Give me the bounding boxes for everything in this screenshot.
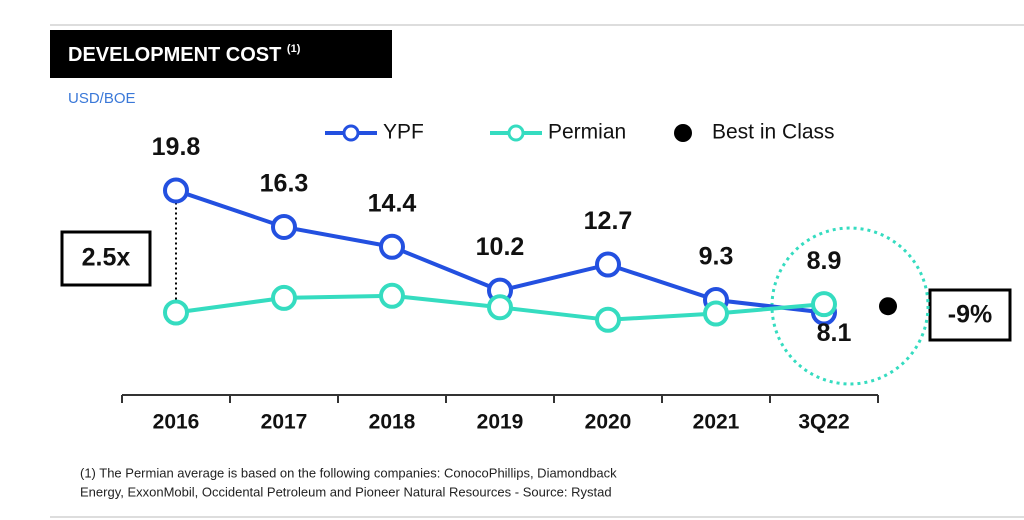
data-label: 12.7 bbox=[584, 207, 633, 235]
data-label: 8.1 bbox=[817, 319, 852, 347]
legend-label: Permian bbox=[548, 121, 626, 144]
x-tick-label: 2016 bbox=[153, 411, 200, 434]
data-label: 16.3 bbox=[260, 170, 309, 198]
point bbox=[595, 251, 621, 278]
footnote: (1) The Permian average is based on the … bbox=[80, 465, 617, 480]
point bbox=[271, 284, 297, 311]
x-tick-label: 2017 bbox=[261, 411, 308, 434]
legend-marker bbox=[507, 124, 525, 142]
legend-label: YPF bbox=[383, 121, 424, 144]
point bbox=[379, 233, 405, 260]
data-label: 14.4 bbox=[368, 189, 417, 217]
point bbox=[163, 299, 189, 326]
title-note: (1) bbox=[287, 43, 301, 55]
data-label: 19.8 bbox=[152, 133, 201, 161]
annotation: 2.5x bbox=[82, 244, 131, 272]
best-in-class-point bbox=[879, 297, 897, 316]
data-label: 8.9 bbox=[807, 247, 842, 275]
data-label: 10.2 bbox=[476, 233, 525, 261]
point bbox=[271, 213, 297, 240]
y-label: USD/BOE bbox=[68, 90, 136, 107]
title-text: DEVELOPMENT COST bbox=[68, 44, 281, 66]
point bbox=[703, 300, 729, 327]
highlight-circle bbox=[770, 226, 930, 386]
x-tick-label: 2018 bbox=[369, 411, 416, 434]
footnote: Energy, ExxonMobil, Occidental Petroleum… bbox=[80, 484, 612, 499]
x-tick-label: 3Q22 bbox=[798, 411, 849, 434]
x-tick-label: 2021 bbox=[693, 411, 740, 434]
x-tick-label: 2020 bbox=[585, 411, 632, 434]
title-box bbox=[50, 30, 392, 78]
point bbox=[487, 294, 513, 321]
data-label: 9.3 bbox=[699, 243, 734, 271]
annotation-box bbox=[60, 230, 152, 287]
point bbox=[595, 306, 621, 333]
point bbox=[163, 177, 189, 204]
x-tick-label: 2019 bbox=[477, 411, 524, 434]
point bbox=[379, 282, 405, 309]
legend-marker bbox=[342, 124, 360, 142]
annotation: -9% bbox=[948, 301, 992, 329]
annotation-box bbox=[928, 288, 1012, 342]
chart-title: DEVELOPMENT COST (1) bbox=[68, 43, 301, 66]
point bbox=[811, 291, 837, 318]
legend-label: Best in Class bbox=[712, 121, 835, 144]
legend-marker bbox=[674, 124, 692, 142]
